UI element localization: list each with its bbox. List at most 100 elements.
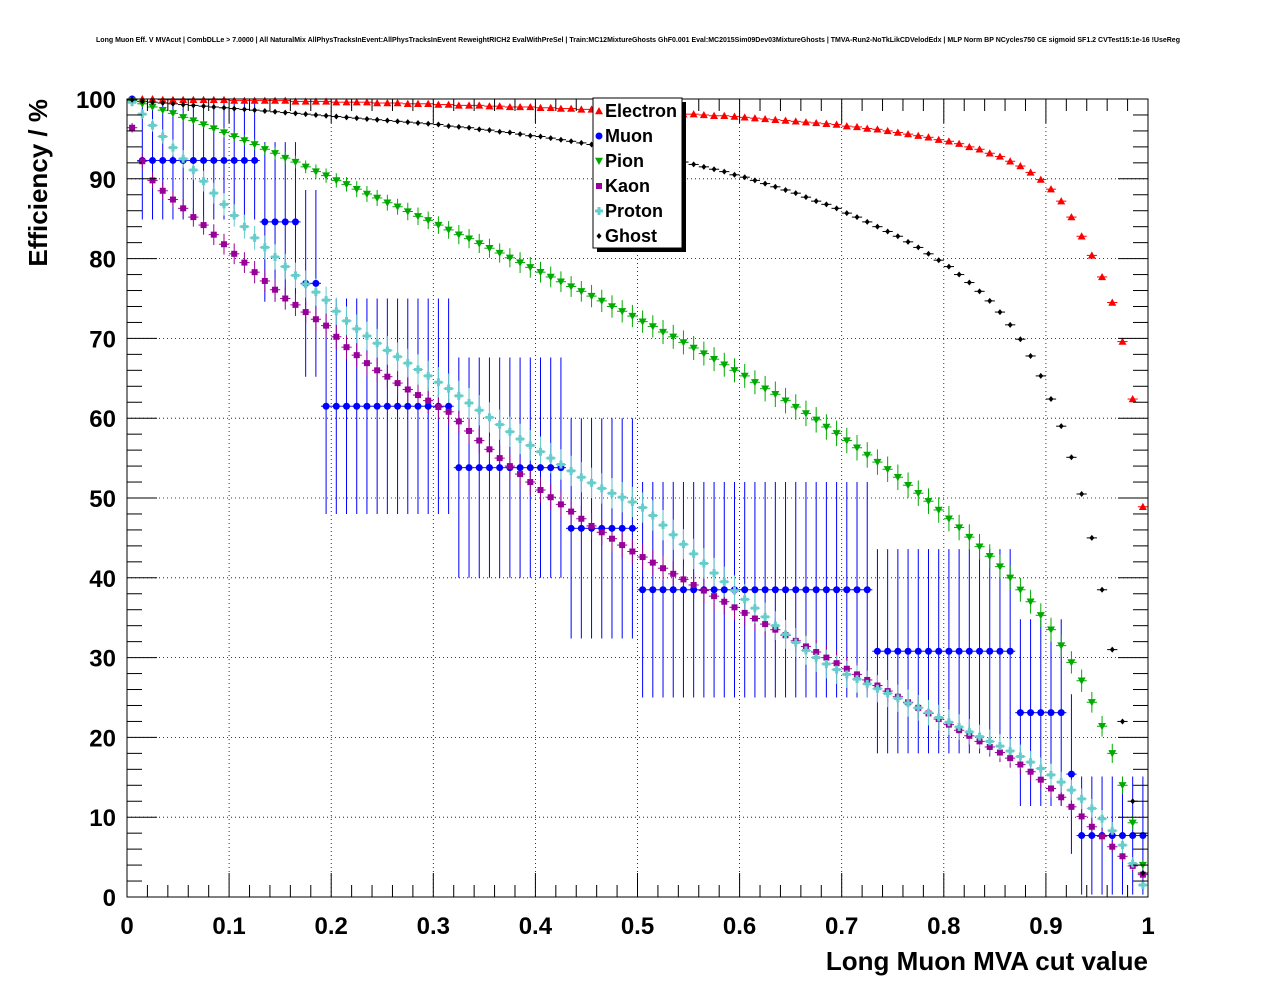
x-tick-label: 0.4 xyxy=(519,913,553,940)
proton-point xyxy=(311,288,320,297)
pion-point xyxy=(322,172,331,180)
proton-point xyxy=(1036,764,1045,773)
kaon-point xyxy=(1058,794,1065,801)
proton-point xyxy=(373,339,382,348)
pion-point xyxy=(842,437,851,445)
electron-point xyxy=(1098,272,1107,281)
pion-point xyxy=(281,154,290,163)
ghost-point xyxy=(742,174,748,181)
kaon-point xyxy=(598,529,605,536)
pion-point xyxy=(750,379,759,387)
pion-point xyxy=(1006,574,1015,582)
pion-point xyxy=(965,533,974,542)
electron-point xyxy=(516,102,525,111)
ghost-point xyxy=(333,113,339,120)
kaon-point xyxy=(700,587,707,594)
ghost-point xyxy=(864,218,870,225)
muon-point xyxy=(1037,709,1045,717)
kaon-point xyxy=(394,380,401,387)
proton-point xyxy=(822,659,831,668)
muon-point xyxy=(965,647,973,655)
electron-point xyxy=(710,111,719,119)
legend-label-proton: Proton xyxy=(605,201,663,221)
electron-point xyxy=(791,117,800,125)
ghost-point xyxy=(783,186,789,193)
proton-point xyxy=(383,346,392,355)
ghost-point xyxy=(201,103,207,110)
kaon-point xyxy=(1109,843,1116,850)
proton-point xyxy=(893,694,902,703)
electron-point xyxy=(1047,185,1056,193)
muon-point xyxy=(537,464,545,472)
muon-point xyxy=(1088,832,1096,840)
pion-point xyxy=(485,245,494,253)
pion-point xyxy=(373,194,382,202)
legend-label-kaon: Kaon xyxy=(605,176,650,196)
pion-point xyxy=(669,333,678,341)
proton-point xyxy=(648,511,657,520)
proton-point xyxy=(291,271,300,280)
kaon-point xyxy=(721,598,728,605)
muon-point xyxy=(496,464,504,472)
proton-point xyxy=(1077,794,1086,803)
y-tick-label: 20 xyxy=(89,725,116,752)
ghost-point xyxy=(578,139,584,146)
x-tick-label: 0.5 xyxy=(621,913,654,940)
kaon-point xyxy=(261,277,268,284)
proton-point xyxy=(577,473,586,482)
ghost-point xyxy=(915,244,921,251)
muon-point xyxy=(1047,709,1055,717)
ghost-point xyxy=(568,138,574,145)
electron-point xyxy=(955,139,964,147)
kaon-point xyxy=(823,654,830,661)
proton-point xyxy=(322,296,331,305)
pion-point xyxy=(607,303,616,311)
kaon-point xyxy=(1088,823,1095,830)
proton-point xyxy=(801,646,810,655)
kaon-point xyxy=(159,187,166,194)
ghost-point xyxy=(425,120,431,127)
kaon-point xyxy=(292,301,299,308)
electron-point xyxy=(1026,168,1035,176)
ghost-point xyxy=(517,131,523,138)
electron-point xyxy=(342,98,351,106)
pion-point xyxy=(720,361,729,369)
ghost-point xyxy=(354,115,360,122)
proton-point xyxy=(659,521,668,530)
muon-point xyxy=(1006,647,1014,655)
kaon-point xyxy=(751,615,758,622)
kaon-point xyxy=(762,621,769,628)
pion-point xyxy=(179,114,188,122)
legend-box xyxy=(592,97,683,249)
proton-point xyxy=(904,699,913,708)
electron-point xyxy=(230,96,239,104)
muon-point xyxy=(200,156,208,164)
electron-point xyxy=(1006,157,1015,165)
kaon-point xyxy=(466,427,473,434)
muon-point xyxy=(843,586,851,594)
kaon-point xyxy=(323,322,330,329)
electron-point xyxy=(771,115,780,123)
ghost-point xyxy=(323,112,329,119)
axis-ticks: 0 0.1 0.2 0.3 0.4 0.5 0.6 0.7 0.8 0.9 101020304050… xyxy=(76,87,1155,940)
ghost-point xyxy=(1079,491,1085,498)
electron-point xyxy=(1108,298,1117,306)
pion-point xyxy=(801,410,810,418)
pion-point xyxy=(393,203,402,211)
proton-point xyxy=(781,630,790,639)
electron-point xyxy=(730,112,739,120)
electron-point xyxy=(985,149,994,157)
electron-point xyxy=(250,96,259,104)
kaon-point xyxy=(608,535,615,542)
proton-point xyxy=(444,384,453,393)
electron-point xyxy=(332,98,341,106)
kaon-point xyxy=(455,418,462,425)
ghost-point xyxy=(721,168,727,175)
electron-point xyxy=(1016,162,1025,170)
pion-point xyxy=(546,273,555,281)
kaon-point xyxy=(649,559,656,566)
data-markers xyxy=(128,95,1147,890)
proton-point xyxy=(965,727,974,736)
electron-point xyxy=(413,99,422,107)
electron-point xyxy=(475,101,484,109)
